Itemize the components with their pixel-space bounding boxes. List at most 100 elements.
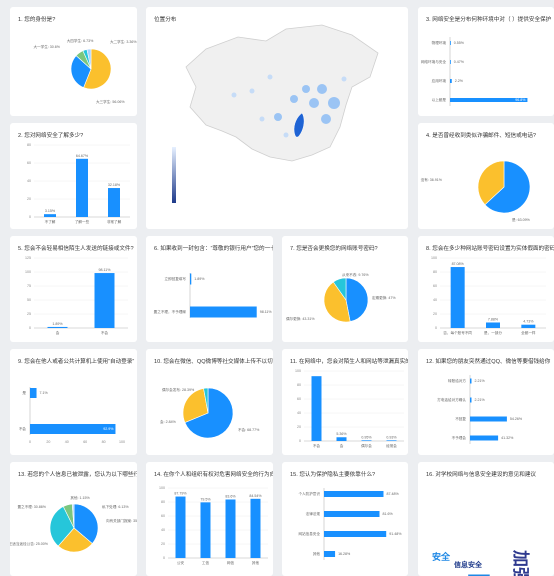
- bar: [361, 440, 372, 441]
- card-leak-info: 11. 在网络中，您会对陌生人和网站等泄漏真实的 100 80 60 40 20 0 不会 5.…: [282, 349, 408, 455]
- map-region-marker: [341, 76, 347, 82]
- bar: [324, 491, 384, 497]
- bar-value-label: 87.48%: [386, 492, 399, 496]
- bar: [76, 158, 88, 217]
- pie-slice: [83, 48, 112, 90]
- card-title: 2. 您对网络安全了解多少?: [18, 133, 84, 139]
- bar: [175, 496, 186, 558]
- card-security-knowledge: 2. 您对网络安全了解多少? 80 60 40 20 0 3.15% 不了解 64.67% 了解一…: [10, 123, 137, 229]
- word-cloud-word: 信息安全: [454, 562, 482, 569]
- y-tick: 50: [27, 298, 31, 302]
- bar: [190, 306, 257, 318]
- y-tick: 转账给对方: [448, 378, 466, 383]
- y-tick: 置之不理，不予理睬: [154, 309, 187, 314]
- x-tick: 是，一部分: [484, 330, 502, 335]
- y-tick: 40: [297, 411, 301, 415]
- bar-value-label: 98.11%: [99, 268, 112, 272]
- chart-svg: 100 80 60 40 20 0 87.79% 公安 79.5% 工信 83.6% 网信 84.54%…: [159, 486, 268, 565]
- bar: [47, 326, 68, 328]
- x-tick: 不会: [313, 443, 321, 448]
- slice-label: 没有: 36.91%: [421, 177, 443, 182]
- y-tick: 40: [161, 528, 165, 532]
- card-title: 6. 如果收到一封包含：“尊敬的银行用户”您的一卡: [154, 246, 273, 252]
- bar: [450, 60, 451, 64]
- map-region-marker: [274, 113, 282, 121]
- bar: [450, 41, 451, 45]
- y-tick: 100: [431, 256, 437, 260]
- y-tick: 80: [27, 143, 31, 147]
- bar-value-label: 4.73%: [523, 320, 534, 324]
- y-tick: 60: [297, 397, 301, 401]
- card-privacy-protection: 15. 您认为保护隐私主要依靠什么? 个人防护意识 87.48% 法律法规 81.6% 网…: [282, 462, 408, 576]
- bar: [311, 376, 322, 441]
- bar: [470, 435, 499, 441]
- bar-value-label: 0.93%: [386, 435, 397, 439]
- y-tick: 80: [161, 500, 165, 504]
- map-region-marker: [259, 116, 265, 122]
- bar-value-label: 87.79%: [174, 492, 187, 496]
- y-tick: 法律法规: [306, 511, 321, 516]
- y-tick: 0: [29, 215, 31, 219]
- pie-slice: [203, 387, 209, 414]
- map-region-marker: [302, 85, 310, 93]
- y-tick: 以上都是: [432, 97, 447, 102]
- map-region-marker: [317, 84, 327, 94]
- y-tick: 60: [433, 284, 437, 288]
- card-identity: 1. 您的身份是? 大三学生: 56.06% 大一学生: 30.6% 大四学生: 6.…: [10, 7, 137, 116]
- card-title: 10. 您会在微信、QQ微博等社交媒体上传不以切的: [154, 359, 273, 365]
- y-tick: 20: [433, 312, 437, 316]
- bar-value-label: 32.18%: [108, 183, 121, 187]
- y-tick: 20: [27, 197, 31, 201]
- map-legend-scale: [172, 147, 176, 203]
- card-network-security-environment: 3. 网络安全是分布何种环境中对（ ）提供安全保护 物理环境 0.55% 网络环境与安…: [418, 7, 554, 116]
- x-tick: 会: [340, 443, 344, 448]
- slice-label: 偶尔更换: 43.31%: [286, 316, 315, 321]
- chart-svg: 大三学生: 56.06% 大一学生: 30.6% 大四学生: 6.73% 大二学生: …: [33, 38, 137, 104]
- x-tick: 全都一样: [521, 330, 536, 335]
- slice-label: 私下处理: 6.13%: [102, 504, 129, 509]
- pie-slice: [71, 503, 75, 529]
- bar-value-label: 2.21%: [475, 398, 486, 402]
- y-tick: 60: [161, 514, 165, 518]
- y-tick: 100: [159, 486, 165, 490]
- slice-label: 定期更换: 47%: [372, 295, 396, 300]
- bar: [470, 378, 472, 384]
- card-friend-borrow: 12. 如果您的朋友突然通过QQ、微信等要借钱给你 转账给对方 2.21% 打电话给对…: [418, 349, 554, 455]
- china-map-outline: [185, 24, 379, 162]
- slice-label: 置之不理: 30.86%: [17, 504, 46, 509]
- bar: [200, 502, 211, 558]
- chart-svg: 物理环境 0.55% 网络环境与安全 0.47% 应用环境 2.2% 以上都是 96.8%: [421, 37, 528, 106]
- bar: [44, 214, 56, 217]
- card-title: 5. 您会不会轻易相信陌生人发送的链接或文件?: [18, 246, 134, 252]
- slice-label: 大一学生: 30.6%: [33, 44, 60, 49]
- slice-label: 是: 63.09%: [512, 217, 531, 222]
- y-tick: 60: [27, 161, 31, 165]
- bar-value-label: 91.48%: [389, 532, 402, 536]
- slice-label: 在适当途径公告: 25.00%: [10, 541, 49, 546]
- x-tick: 不会: [101, 330, 109, 335]
- chart-svg: 125 100 75 50 25 0 1.89% 会 98.11% 不会: [25, 256, 128, 335]
- bar-value-label: 0.47%: [454, 60, 465, 64]
- y-tick: 75: [27, 284, 31, 288]
- card-title: 14. 在你个人和组织有权对危害网络安全的行为向...: [154, 472, 273, 478]
- x-tick: 20: [46, 440, 50, 444]
- y-tick: 不回复: [455, 416, 466, 421]
- bar-value-label: 79.5%: [200, 497, 211, 501]
- x-tick: 100: [119, 440, 125, 444]
- card-trust-links: 5. 您会不会轻易相信陌生人发送的链接或文件? 125 100 75 50 25 0 1.89…: [10, 236, 137, 342]
- y-tick: 其他: [313, 551, 321, 556]
- bar: [190, 273, 192, 285]
- bar: [521, 324, 536, 328]
- x-tick: 工信: [202, 560, 210, 565]
- bar: [94, 273, 115, 328]
- y-tick: 20: [297, 425, 301, 429]
- chart-svg: 80 60 40 20 0 3.15% 不了解 64.67% 了解一些 32.18% 非常了解: [27, 143, 130, 224]
- x-tick: 否，每个账号不同: [443, 330, 472, 335]
- pie-slice: [484, 160, 531, 214]
- x-tick: 0: [29, 440, 31, 444]
- bar-value-label: 0.95%: [361, 435, 372, 439]
- card-title: 15. 您认为保护隐私主要依靠什么?: [290, 472, 376, 478]
- chart-svg: 100 80 60 40 20 0 不会 5.36% 会 0.95% 偶尔会 0.93% 经常会: [295, 369, 404, 448]
- y-tick: 80: [433, 270, 437, 274]
